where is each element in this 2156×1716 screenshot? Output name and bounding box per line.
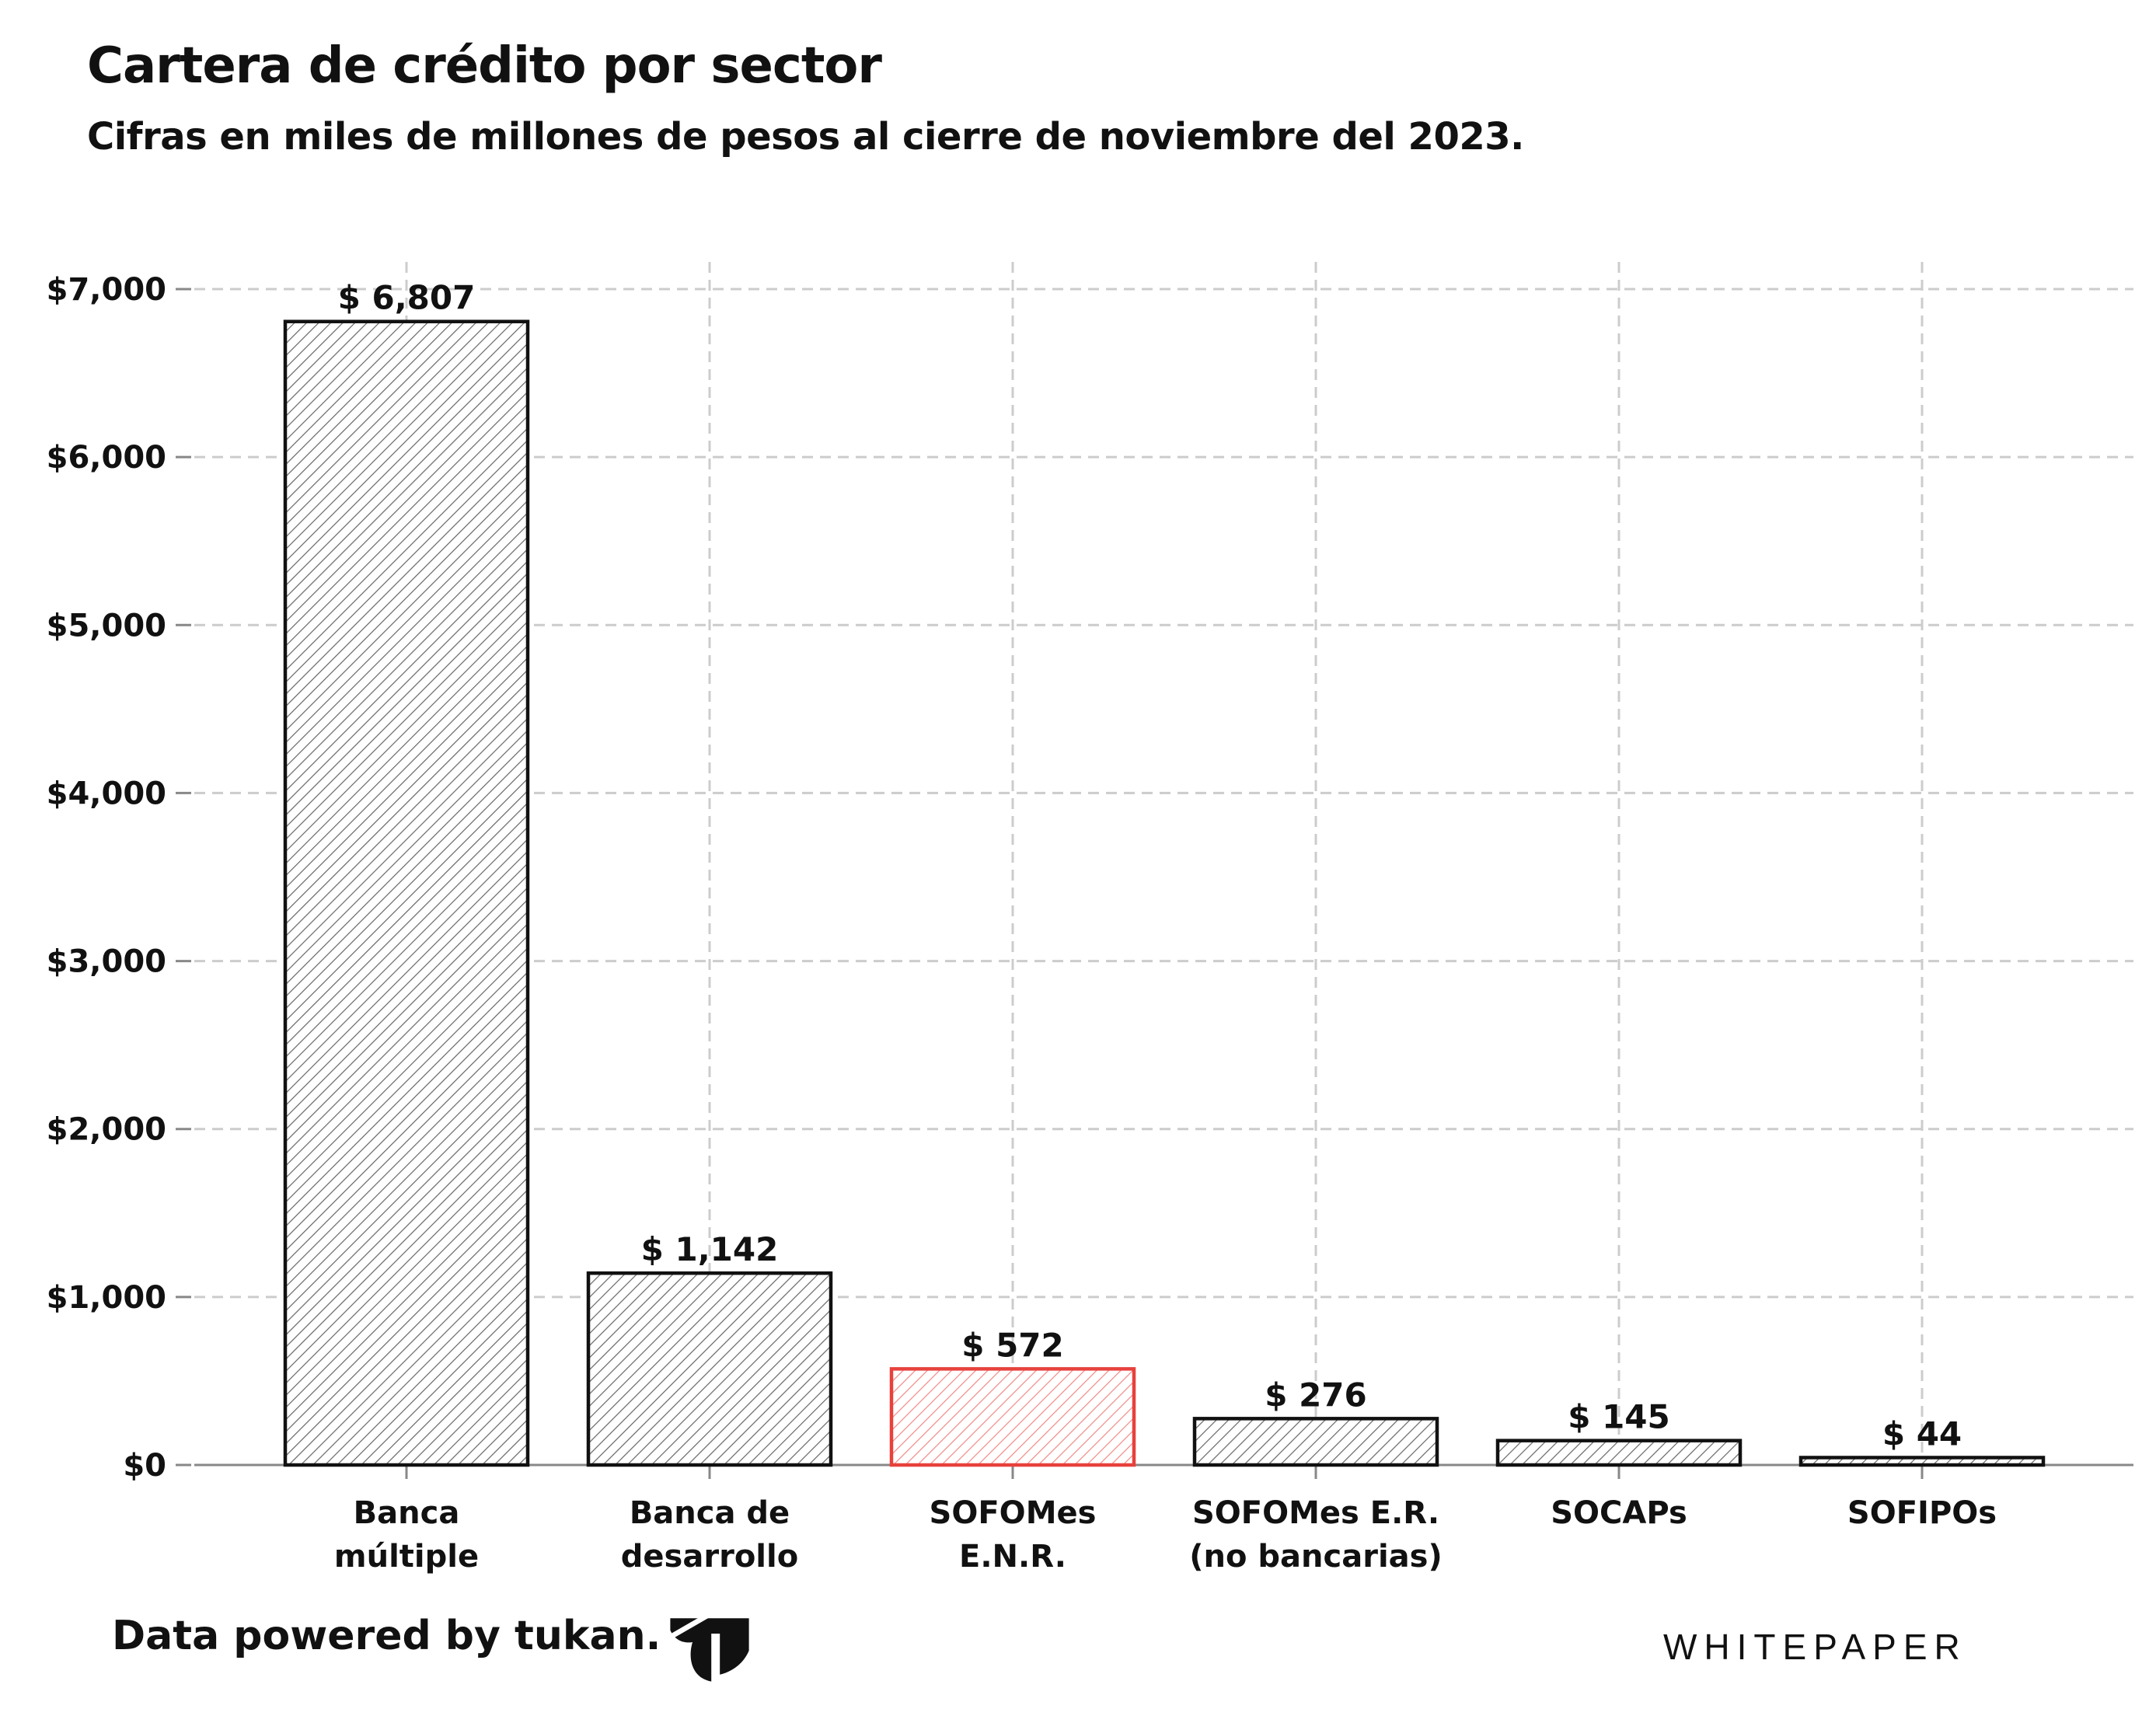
x-tick-label: SOFOMes xyxy=(930,1495,1097,1531)
y-tick-label: $1,000 xyxy=(47,1280,166,1316)
x-tick-label: (no bancarias) xyxy=(1189,1539,1443,1575)
data-label: $ 1,142 xyxy=(641,1230,779,1268)
x-tick-label: E.N.R. xyxy=(959,1539,1066,1575)
x-tick-label: Banca de xyxy=(630,1495,790,1531)
bar xyxy=(1192,1417,1439,1467)
whitepaper-brand: WHITEPAPER xyxy=(1663,1627,1967,1667)
y-tick-label: $0 xyxy=(123,1448,166,1484)
bar xyxy=(1495,1439,1743,1467)
labels: $0 $1,000 $2,000 $3,000 $4,000 $5,000 $6,000 $7… xyxy=(47,272,1997,1575)
data-label: $ 276 xyxy=(1265,1376,1367,1414)
tukan-logo-icon xyxy=(668,1609,749,1682)
bar xyxy=(1798,1456,2046,1467)
data-label: $ 145 xyxy=(1568,1398,1670,1436)
y-tick-label: $6,000 xyxy=(47,440,166,476)
x-tick-label: Banca xyxy=(354,1495,460,1531)
data-label: $ 6,807 xyxy=(338,279,476,317)
bar xyxy=(586,1271,833,1467)
y-tick-label: $2,000 xyxy=(47,1112,166,1148)
y-tick-label: $4,000 xyxy=(47,776,166,811)
y-tick-label: $3,000 xyxy=(47,944,166,980)
x-tick-label: múltiple xyxy=(334,1539,479,1575)
bar xyxy=(889,1367,1136,1467)
bars xyxy=(283,319,2046,1467)
data-label: $ 44 xyxy=(1882,1414,1962,1453)
bar xyxy=(283,319,530,1467)
chart-title: Cartera de crédito por sector xyxy=(87,37,882,95)
y-tick-label: $7,000 xyxy=(47,272,166,308)
chart-subtitle: Cifras en miles de millones de pesos al … xyxy=(87,115,1524,159)
x-tick-label: SOCAPs xyxy=(1551,1495,1687,1531)
y-tick-label: $5,000 xyxy=(47,608,166,644)
x-tick-label: desarrollo xyxy=(621,1539,798,1575)
x-tick-label: SOFOMes E.R. xyxy=(1192,1495,1439,1531)
data-label: $ 572 xyxy=(961,1326,1064,1364)
x-tick-label: SOFIPOs xyxy=(1847,1495,1997,1531)
data-credit: Data powered by tukan. xyxy=(112,1613,661,1659)
